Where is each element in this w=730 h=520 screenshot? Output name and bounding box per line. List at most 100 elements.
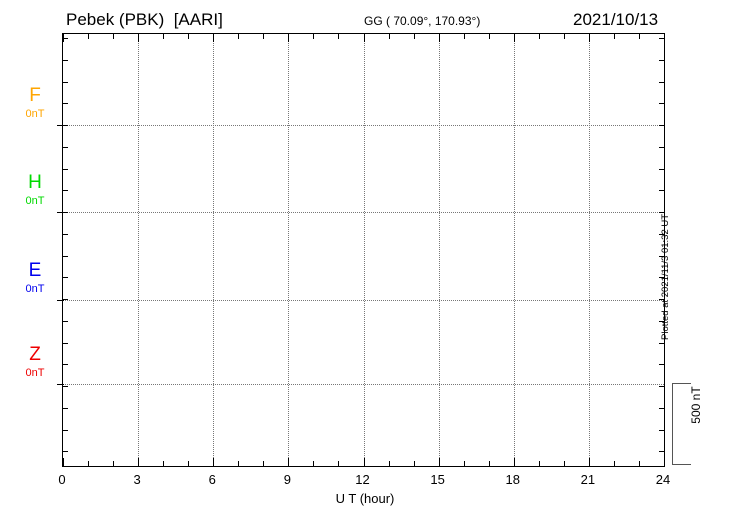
x-axis-tick-top [113,34,115,39]
y-axis-tick [63,429,68,431]
baseline-gridline-e [63,300,664,301]
scale-bar-bottom-cap [672,464,691,465]
x-tick-label: 3 [133,472,141,487]
x-axis-tick-top [188,34,190,39]
x-axis-tick [288,458,290,466]
x-axis-tick-top [588,34,590,42]
component-letter-z: Z [29,344,41,365]
y-axis-tick-right [659,125,664,126]
y-axis-tick [63,38,68,39]
observation-date: 2021/10/13 [573,10,659,29]
y-axis-tick-right [659,299,664,300]
component-label-z: Z 0nT [12,345,58,379]
x-axis-tick [313,461,315,466]
x-axis-tick-top [513,34,515,42]
y-axis-tick-right [659,451,664,453]
x-axis-tick [338,461,340,466]
y-axis-tick-right [659,386,664,387]
x-axis-tick-top [538,34,540,39]
y-axis-tick [63,59,68,61]
baseline-gridline-z [63,384,664,385]
x-axis-tick [513,458,515,466]
x-axis-tick-top [288,34,290,42]
y-axis-tick [63,277,68,279]
x-axis-tick-top [338,34,340,39]
y-axis-tick-right [659,103,664,105]
y-axis-tick-right [659,255,664,257]
x-axis-tick-top [163,34,165,39]
x-axis-tick-top [563,34,565,39]
baseline-tick-z [57,384,64,385]
y-axis-tick [63,255,68,257]
x-axis-tick-top [263,34,265,39]
x-gridline [588,34,590,466]
x-axis-tick [463,461,465,466]
x-gridline [438,34,440,466]
geographic-coordinates: GG ( 70.09°, 170.93°) [364,14,481,28]
x-tick-label: 0 [58,472,66,487]
y-axis-tick [63,103,68,105]
y-axis-tick [63,299,68,300]
x-axis-tick [438,458,440,466]
x-gridline [138,34,140,466]
component-letter-h: H [28,172,42,193]
x-axis-tick-top [313,34,315,39]
component-baseline-value-z: 0nT [25,367,45,379]
x-axis-tick-top [363,34,365,42]
scale-bar-label: 500 nT [689,386,703,424]
component-baseline-value-e: 0nT [25,283,45,295]
x-gridline [213,34,215,466]
x-tick-label: 9 [283,472,291,487]
baseline-gridline-f [63,125,664,126]
x-axis-title-text: U T (hour) [335,491,395,506]
baseline-tick-e [57,300,64,301]
x-axis-tick [63,458,64,466]
y-axis-tick [63,386,68,387]
y-axis-tick-right [659,407,664,409]
y-axis-tick-right [659,59,664,61]
scale-bar-line [672,383,673,465]
x-axis-tick-top [388,34,390,39]
x-axis-tick [563,461,565,466]
x-axis-tick-top [664,34,665,42]
y-axis-tick [63,364,68,366]
x-axis-tick-top [613,34,615,39]
baseline-tick-f [57,125,64,126]
y-axis-tick [63,212,68,213]
x-axis-tick-top [213,34,215,42]
y-axis-tick [63,125,68,126]
x-tick-label: 12 [355,472,370,487]
y-axis-tick-right [659,38,664,39]
y-axis-tick-right [659,429,664,431]
x-axis-tick-top [638,34,640,39]
baseline-tick-h [57,212,64,213]
component-label-e: E 0nT [12,261,58,295]
baseline-gridline-h [63,212,664,213]
y-axis-tick [63,320,68,322]
x-tick-label: 24 [655,472,671,487]
component-label-f: F 0nT [12,86,58,120]
y-axis-tick-right [659,320,664,322]
x-axis-tick [138,458,140,466]
x-axis-tick [538,461,540,466]
y-axis-tick [63,190,68,192]
x-axis-tick-top [88,34,90,39]
x-axis-title: U T (hour) [0,491,730,506]
y-axis-tick-right [659,233,664,235]
x-axis-tick-top [488,34,490,39]
y-axis-tick-right [659,364,664,366]
y-axis-tick-right [659,212,664,213]
y-axis-tick-right [659,190,664,192]
y-axis-tick-right [659,146,664,148]
y-axis-tick-right [659,277,664,279]
x-axis-tick [188,461,190,466]
x-axis-tick [213,458,215,466]
y-axis-tick [63,233,68,235]
component-baseline-value-h: 0nT [25,195,45,207]
x-axis-tick [664,458,665,466]
x-axis-tick-top [413,34,415,39]
component-label-h: H 0nT [12,173,58,207]
page-title: Pebek (PBK) [AARI] [66,10,223,29]
x-tick-label: 21 [580,472,596,487]
x-axis-tick [613,461,615,466]
